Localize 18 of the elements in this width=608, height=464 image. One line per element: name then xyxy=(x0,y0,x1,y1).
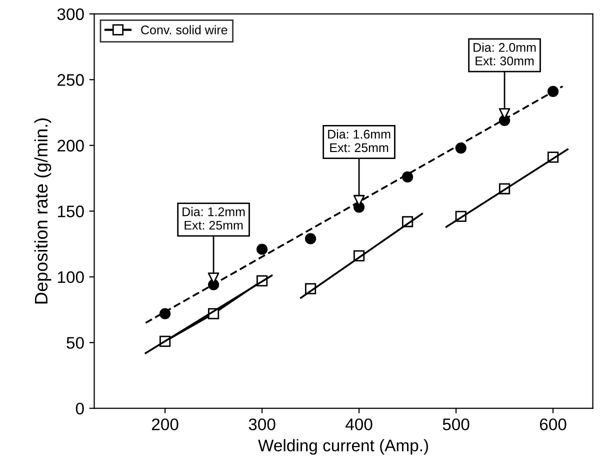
x-tick-label: 600 xyxy=(540,418,566,430)
y-tick-label: 150 xyxy=(58,206,84,218)
annotation: Dia: 1.6mm Ext: 25mm xyxy=(328,129,390,152)
x-tick-label: 300 xyxy=(248,418,276,430)
legend-label: Conv. solid wire xyxy=(141,25,228,34)
x-axis-title: Welding current (Amp.) xyxy=(258,439,428,455)
annotation: Dia: 1.2mm Ext: 25mm xyxy=(182,207,245,230)
x-tick-label: 200 xyxy=(152,418,178,430)
y-axis-title: Deposition rate (g/min.) xyxy=(34,118,52,304)
y-tick-label: 200 xyxy=(58,140,84,152)
y-tick-label: 100 xyxy=(58,271,84,284)
y-tick-label: 300 xyxy=(57,8,84,20)
y-tick-label: 250 xyxy=(58,74,84,86)
y-tick-label: 50 xyxy=(66,336,84,349)
x-tick-label: 500 xyxy=(442,418,470,430)
annotation: Dia: 2.0mm Ext: 30mm xyxy=(474,42,536,66)
x-tick-label: 400 xyxy=(346,418,372,430)
y-tick-label: 0 xyxy=(76,402,84,415)
